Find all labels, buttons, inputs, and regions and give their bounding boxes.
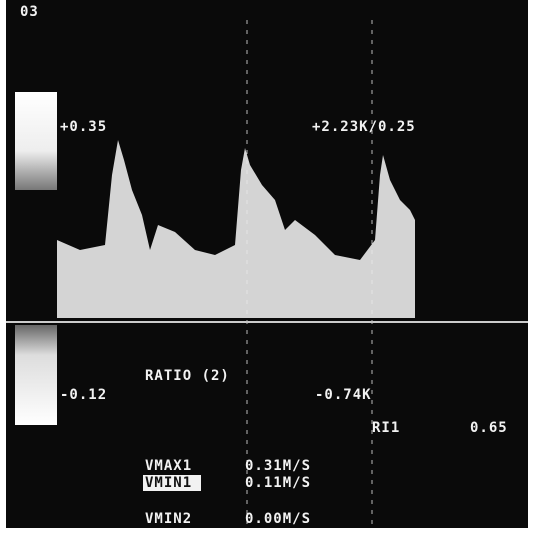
gray-bar-top bbox=[15, 92, 57, 190]
measurement-value: 0.31M/S bbox=[245, 458, 311, 474]
cursor-bottom: -0.74K bbox=[315, 387, 372, 403]
measurement-label: VMIN2 bbox=[145, 511, 192, 527]
screen-label: 03 bbox=[20, 4, 39, 20]
highlight-box bbox=[143, 475, 201, 491]
scale-top: +0.35 bbox=[60, 119, 107, 135]
scale-bottom: -0.12 bbox=[60, 387, 107, 403]
gray-bar-bottom bbox=[15, 325, 57, 425]
cursor-top: +2.23K/0.25 bbox=[312, 119, 416, 135]
ri-value: 0.65 bbox=[470, 420, 508, 436]
measurement-value: 0.11M/S bbox=[245, 475, 311, 491]
measurement-value: 0.00M/S bbox=[245, 511, 311, 527]
ratio: RATIO (2) bbox=[145, 368, 230, 384]
doppler-waveform bbox=[57, 140, 415, 318]
ri-label: RI1 bbox=[372, 420, 400, 436]
measurement-label: VMAX1 bbox=[145, 458, 192, 474]
measurement-label: VMIN1 bbox=[145, 475, 192, 491]
